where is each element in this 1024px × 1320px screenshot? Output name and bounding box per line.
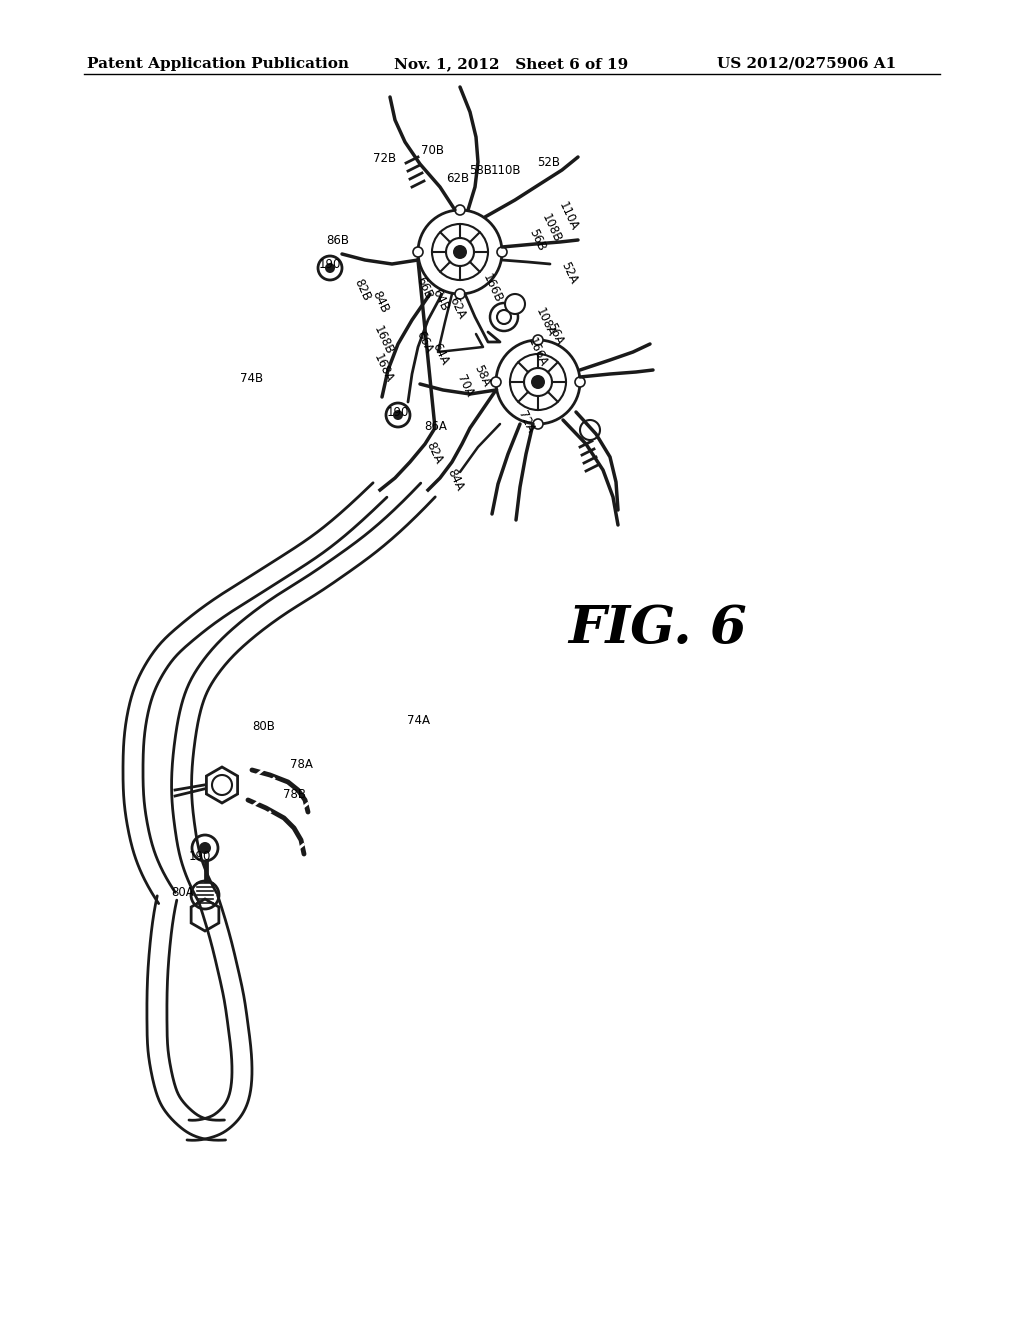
Text: FIG. 6: FIG. 6 xyxy=(568,602,748,653)
Text: 110B: 110B xyxy=(490,165,521,177)
Text: 84A: 84A xyxy=(444,467,466,494)
Text: 110A: 110A xyxy=(556,199,581,232)
Text: 86A: 86A xyxy=(425,420,447,433)
Circle shape xyxy=(325,263,335,273)
Text: 78A: 78A xyxy=(290,758,312,771)
Text: 168B: 168B xyxy=(371,323,395,356)
Text: 64A: 64A xyxy=(429,341,451,367)
Text: 72B: 72B xyxy=(374,152,396,165)
Text: 72A: 72A xyxy=(515,409,537,436)
Text: 82A: 82A xyxy=(423,440,444,466)
Text: 74B: 74B xyxy=(241,371,263,384)
Circle shape xyxy=(455,289,465,300)
Text: Patent Application Publication: Patent Application Publication xyxy=(87,57,349,71)
Text: 56A: 56A xyxy=(545,321,565,347)
Text: 70B: 70B xyxy=(421,144,443,157)
Circle shape xyxy=(524,368,552,396)
Text: 190: 190 xyxy=(318,259,341,272)
Text: 108A: 108A xyxy=(532,305,557,338)
Circle shape xyxy=(534,335,543,345)
Text: 166A: 166A xyxy=(524,335,549,368)
Text: 108B: 108B xyxy=(539,211,563,244)
Text: 80A: 80A xyxy=(172,886,195,899)
Circle shape xyxy=(496,341,580,424)
Circle shape xyxy=(575,378,585,387)
Circle shape xyxy=(386,403,410,426)
Text: 190: 190 xyxy=(387,405,410,418)
Text: 190: 190 xyxy=(188,850,211,862)
Circle shape xyxy=(534,418,543,429)
Text: 52A: 52A xyxy=(558,260,580,286)
Circle shape xyxy=(318,256,342,280)
Circle shape xyxy=(199,842,211,854)
Text: 78B: 78B xyxy=(283,788,305,800)
Text: 86B: 86B xyxy=(327,234,349,247)
Circle shape xyxy=(446,238,474,267)
Text: Nov. 1, 2012   Sheet 6 of 19: Nov. 1, 2012 Sheet 6 of 19 xyxy=(394,57,629,71)
Text: 66A: 66A xyxy=(414,329,435,355)
Text: 84B: 84B xyxy=(370,289,391,315)
Circle shape xyxy=(418,210,502,294)
Text: 70A: 70A xyxy=(455,372,476,399)
Text: US 2012/0275906 A1: US 2012/0275906 A1 xyxy=(717,57,896,71)
Circle shape xyxy=(497,247,507,257)
Text: 58B: 58B xyxy=(470,165,493,177)
Circle shape xyxy=(580,420,600,440)
Text: 80B: 80B xyxy=(253,719,275,733)
Text: 64B: 64B xyxy=(429,286,451,313)
Text: 166B: 166B xyxy=(479,272,505,305)
Text: 74A: 74A xyxy=(407,714,429,726)
Circle shape xyxy=(193,836,218,861)
Circle shape xyxy=(413,247,423,257)
Text: 56B: 56B xyxy=(526,227,548,253)
Text: 52B: 52B xyxy=(538,157,560,169)
Text: 62A: 62A xyxy=(446,294,468,321)
Text: 58A: 58A xyxy=(471,363,493,389)
Circle shape xyxy=(531,375,545,389)
Circle shape xyxy=(455,205,465,215)
Circle shape xyxy=(490,378,501,387)
Circle shape xyxy=(505,294,525,314)
Text: 66B: 66B xyxy=(414,275,435,301)
Circle shape xyxy=(393,411,403,420)
Text: 62B: 62B xyxy=(446,172,470,185)
Circle shape xyxy=(453,246,467,259)
Text: 168A: 168A xyxy=(371,351,395,384)
Circle shape xyxy=(490,304,518,331)
Text: 82B: 82B xyxy=(351,277,373,304)
